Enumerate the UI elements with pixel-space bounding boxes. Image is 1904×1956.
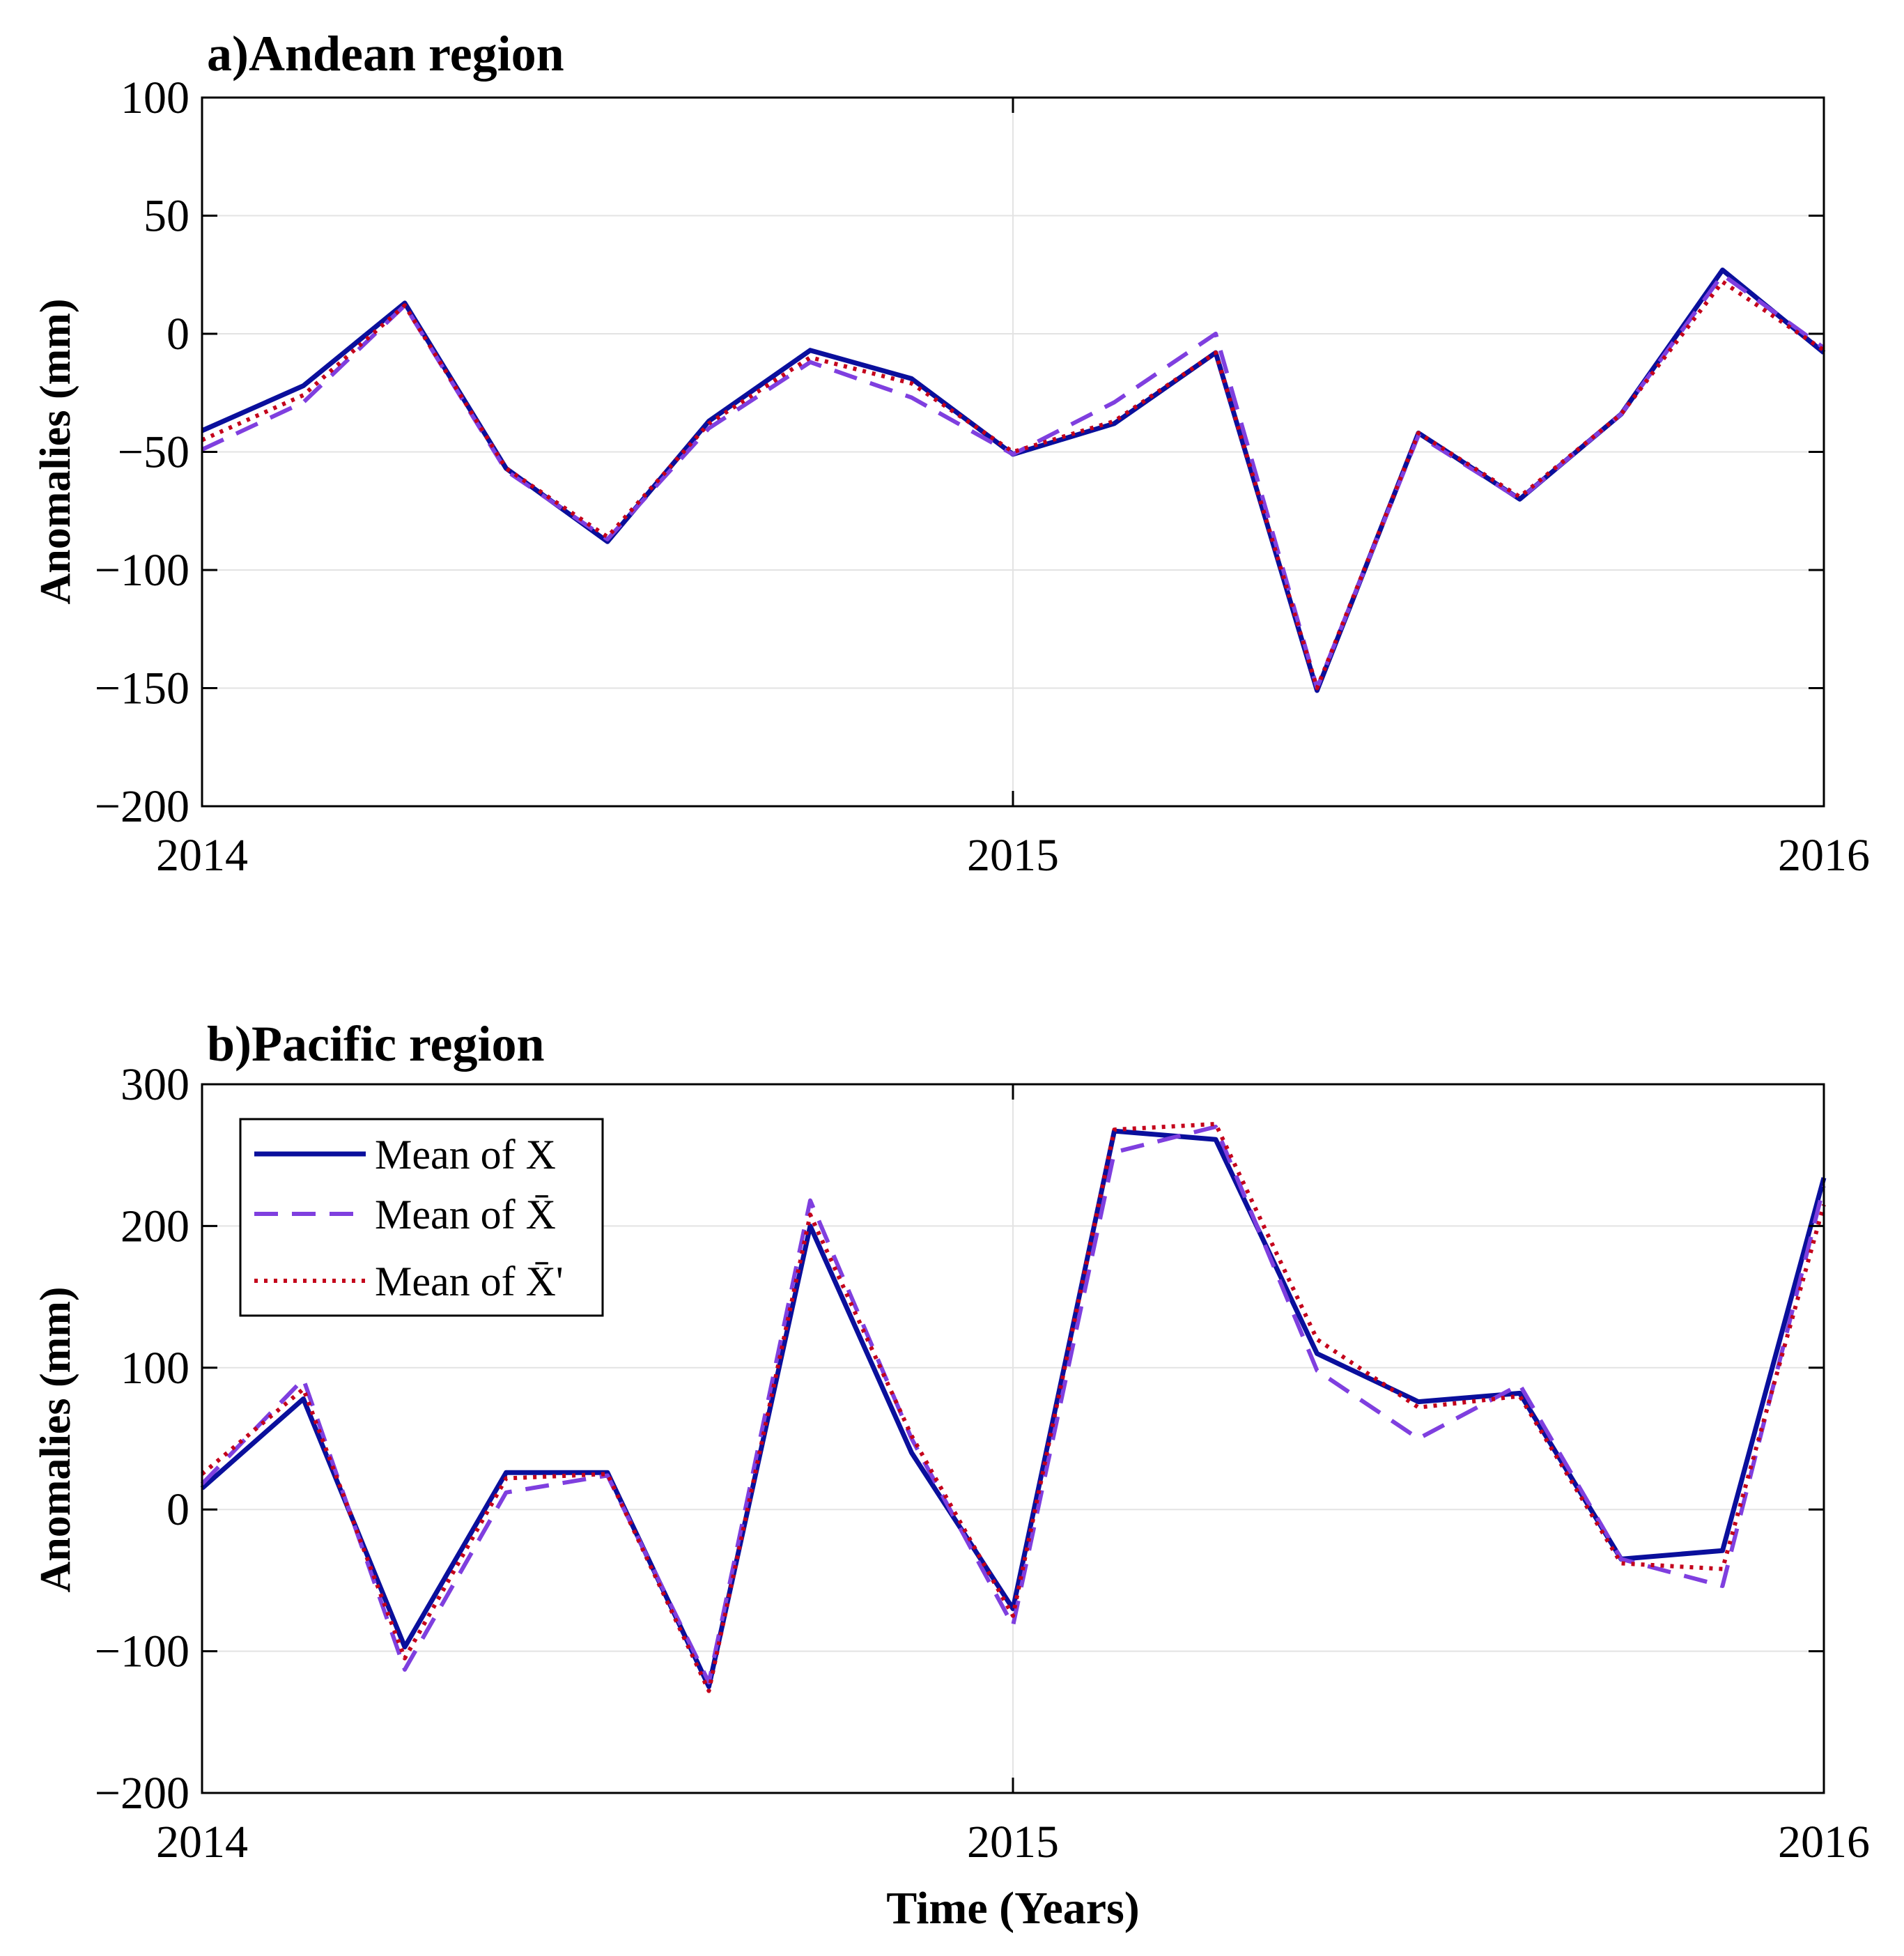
y-tick-labels: −200 −150 −100 −50 0 50 100 — [95, 72, 189, 832]
x-tick-label: 2015 — [967, 830, 1059, 881]
series-lines — [201, 268, 1826, 693]
chart-title: a)Andean region — [207, 26, 564, 82]
tick-marks — [201, 96, 1825, 808]
y-tick-label: 0 — [167, 1484, 189, 1535]
y-tick-label: 200 — [121, 1201, 189, 1252]
y-axis-label: Anomalies (mm) — [32, 1286, 79, 1592]
y-tick-label: −200 — [95, 781, 189, 832]
y-tick-label: 100 — [121, 72, 189, 123]
y-tick-label: 300 — [121, 1059, 189, 1110]
series-line-mean-xbar — [201, 272, 1825, 691]
y-tick-label: −100 — [95, 1626, 189, 1677]
legend-label-mean-x: Mean of X — [375, 1132, 556, 1178]
y-axis-label: Anomalies (mm) — [32, 298, 79, 604]
x-tick-label: 2014 — [156, 830, 248, 881]
series-line-mean-xbar-prime — [201, 1122, 1826, 1693]
legend-label-mean-xbar-prime: Mean of X̄' — [375, 1258, 564, 1304]
y-tick-label: 100 — [121, 1343, 189, 1394]
y-tick-labels: −200 −100 0 100 200 300 — [95, 1059, 189, 1819]
y-tick-label: −50 — [118, 427, 189, 478]
x-tick-label: 2016 — [1778, 1817, 1870, 1868]
tick-marks — [201, 1083, 1825, 1794]
chart-title: b)Pacific region — [207, 1016, 545, 1072]
y-tick-label: −200 — [95, 1768, 189, 1819]
x-tick-label: 2014 — [156, 1817, 248, 1868]
x-tick-labels: 2014 2015 2016 — [156, 1817, 1870, 1868]
panel-andean-region: −200 −150 −100 −50 0 50 100 2014 2015 2016 a)And… — [32, 26, 1870, 881]
y-tick-label: 50 — [144, 191, 189, 242]
series-lines — [200, 1122, 1827, 1693]
x-tick-label: 2016 — [1778, 830, 1870, 881]
x-tick-label: 2015 — [967, 1817, 1059, 1868]
y-tick-label: 0 — [167, 309, 189, 360]
y-tick-label: −100 — [95, 545, 189, 596]
y-tick-label: −150 — [95, 663, 189, 714]
legend-label-mean-xbar: Mean of X̄ — [375, 1192, 556, 1238]
x-tick-labels: 2014 2015 2016 — [156, 830, 1870, 881]
legend: Mean of X Mean of X̄ Mean of X̄' — [239, 1118, 604, 1317]
x-axis-label: Time (Years) — [886, 1883, 1140, 1934]
panel-pacific-region: −200 −100 0 100 200 300 2014 2015 2016 b)Pacifi… — [32, 1016, 1870, 1934]
